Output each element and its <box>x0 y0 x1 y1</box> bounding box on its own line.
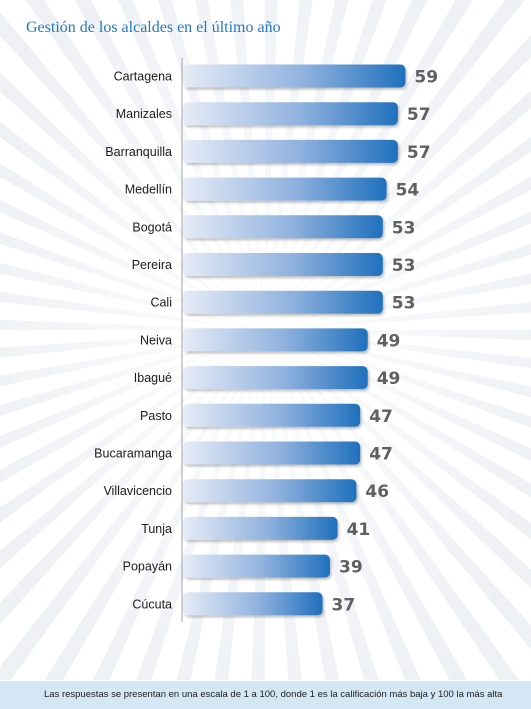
value-label-manizales: 57 <box>407 105 431 125</box>
bar-cali <box>183 290 383 314</box>
category-label-pereira: Pereira <box>132 258 172 272</box>
category-label-ibague: Ibagué <box>134 371 172 385</box>
chart-title: Gestión de los alcaldes en el último año <box>26 19 281 36</box>
value-label-bogota: 53 <box>392 218 416 238</box>
value-label-tunja: 41 <box>347 520 371 540</box>
value-label-medellin: 54 <box>396 181 420 201</box>
bar-bucaramanga <box>183 441 361 465</box>
bar-neiva <box>183 328 368 352</box>
bar-pereira <box>183 253 383 276</box>
category-label-villavicencio: Villavicencio <box>103 484 172 498</box>
value-label-pasto: 47 <box>369 407 393 427</box>
category-label-cartagena: Cartagena <box>114 70 172 84</box>
footer-band: Las respuestas se presentan en una escal… <box>0 681 531 709</box>
category-label-popayan: Popayán <box>123 560 172 574</box>
category-labels: Cartagena Manizales Barranquilla Medellín Bo… <box>94 70 172 612</box>
category-label-barranquilla: Barranquilla <box>105 145 172 159</box>
category-label-neiva: Neiva <box>140 333 172 347</box>
value-label-cali: 53 <box>392 294 416 314</box>
value-label-ibague: 49 <box>377 369 401 389</box>
value-label-villavicencio: 46 <box>365 482 389 502</box>
value-label-neiva: 49 <box>377 331 401 351</box>
bar-bogota <box>183 215 383 239</box>
bar-medellin <box>183 177 387 201</box>
category-label-cucuta: Cúcuta <box>132 597 172 611</box>
footer-note: Las respuestas se presentan en una escal… <box>44 689 503 700</box>
category-label-bucaramanga: Bucaramanga <box>94 447 172 461</box>
category-label-cali: Cali <box>150 296 172 310</box>
category-label-medellin: Medellín <box>125 183 172 197</box>
bar-barranquilla <box>183 139 398 163</box>
bar-popayan <box>183 554 331 578</box>
bar-ibague <box>183 366 368 390</box>
value-labels: 59 57 57 54 53 53 53 49 49 47 47 46 41 39 37 <box>331 68 438 616</box>
bar-tunja <box>183 516 338 540</box>
category-label-manizales: Manizales <box>116 107 172 121</box>
category-label-tunja: Tunja <box>141 522 172 536</box>
category-label-pasto: Pasto <box>140 409 172 423</box>
value-label-pereira: 53 <box>392 256 416 276</box>
bar-chart: Cartagena Manizales Barranquilla Medellín Bo… <box>94 58 438 622</box>
bar-manizales <box>183 102 398 126</box>
value-label-popayan: 39 <box>339 558 363 578</box>
value-label-barranquilla: 57 <box>407 143 431 163</box>
bar-villavicencio <box>183 479 357 503</box>
value-label-bucaramanga: 47 <box>369 445 393 465</box>
category-label-bogota: Bogotá <box>132 220 172 234</box>
value-label-cartagena: 59 <box>414 68 438 88</box>
bar-cucuta <box>183 592 323 616</box>
value-label-cucuta: 37 <box>331 595 355 615</box>
bars-group <box>183 64 406 616</box>
bar-pasto <box>183 403 361 427</box>
bar-cartagena <box>183 64 406 88</box>
